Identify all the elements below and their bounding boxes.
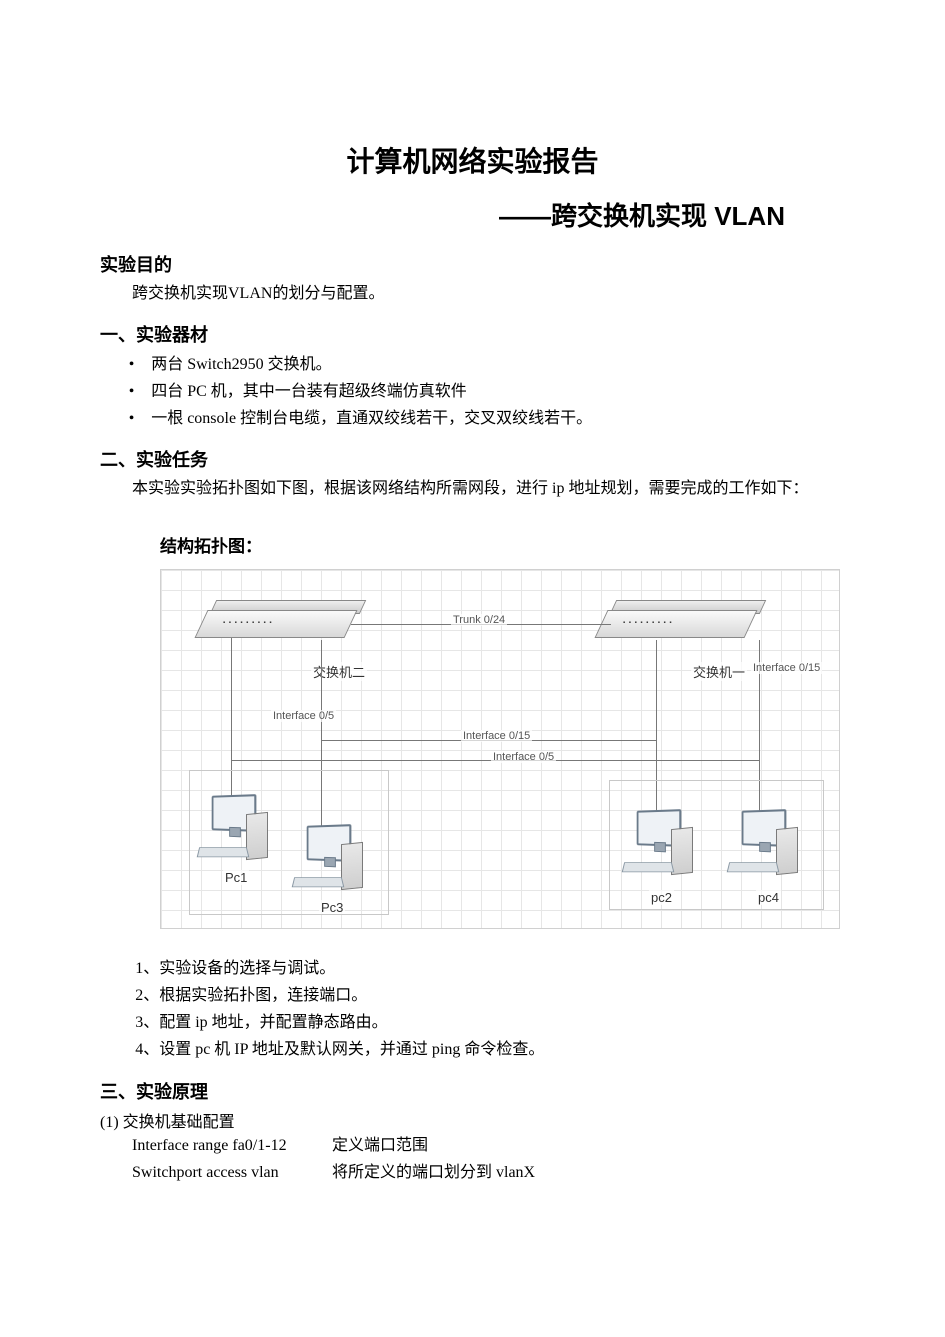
switch-1-label: 交换机一	[691, 662, 747, 681]
group-box	[609, 780, 824, 910]
switch-2-icon: ▪ ▪ ▪ ▪ ▪ ▪ ▪ ▪ ▪	[201, 600, 371, 650]
switch-2-label: 交换机二	[311, 662, 367, 681]
topology-diagram: ▪ ▪ ▪ ▪ ▪ ▪ ▪ ▪ ▪ ▪ ▪ ▪ ▪ ▪ ▪ ▪ ▪ ▪ 交换机二…	[160, 569, 840, 929]
equip-item: 一根 console 控制台电缆，直通双绞线若干，交叉双绞线若干。	[151, 405, 845, 432]
task-step: 4、设置 pc 机 IP 地址及默认网关，并通过 ping 命令检查。	[135, 1036, 845, 1063]
command-row: Switchport access vlan 将所定义的端口划分到 vlanX	[100, 1159, 845, 1186]
equip-item: 四台 PC 机，其中一台装有超级终端仿真软件	[151, 378, 845, 405]
command-text: Switchport access vlan	[132, 1159, 332, 1186]
task-step: 1、实验设备的选择与调试。	[135, 955, 845, 982]
trunk-label: Trunk 0/24	[451, 614, 507, 626]
doc-subtitle: ——跨交换机实现 VLAN	[100, 196, 845, 233]
task-step: 2、根据实验拓扑图，连接端口。	[135, 982, 845, 1009]
task-steps: 1、实验设备的选择与调试。 2、根据实验拓扑图，连接端口。 3、配置 ip 地址…	[100, 955, 845, 1064]
interface-label: Interface 0/5	[271, 710, 336, 722]
equip-item: 两台 Switch2950 交换机。	[151, 351, 845, 378]
command-text: Interface range fa0/1-12	[132, 1132, 332, 1159]
section-principle-sub: (1) 交换机基础配置	[100, 1108, 845, 1132]
topology-title: 结构拓扑图：	[160, 532, 845, 557]
command-desc: 定义端口范围	[332, 1132, 428, 1159]
section-principle-heading: 三、实验原理	[100, 1078, 845, 1104]
section-goal-heading: 实验目的	[100, 251, 845, 277]
task-step: 3、配置 ip 地址，并配置静态路由。	[135, 1009, 845, 1036]
section-goal-body: 跨交换机实现VLAN的划分与配置。	[100, 281, 845, 307]
interface-label: Interface 0/5	[491, 751, 556, 763]
doc-title: 计算机网络实验报告	[100, 140, 845, 180]
section-task-body: 本实验实验拓扑图如下图，根据该网络结构所需网段，进行 ip 地址规划，需要完成的…	[100, 476, 845, 502]
group-box	[189, 770, 389, 915]
command-row: Interface range fa0/1-12 定义端口范围	[100, 1132, 845, 1159]
command-desc: 将所定义的端口划分到 vlanX	[332, 1159, 535, 1186]
section-task-heading: 二、实验任务	[100, 446, 845, 472]
switch-1-icon: ▪ ▪ ▪ ▪ ▪ ▪ ▪ ▪ ▪	[601, 600, 771, 650]
equip-list: 两台 Switch2950 交换机。 四台 PC 机，其中一台装有超级终端仿真软…	[100, 351, 845, 433]
interface-label: Interface 0/15	[461, 730, 532, 742]
interface-label: Interface 0/15	[751, 662, 822, 674]
section-equip-heading: 一、实验器材	[100, 321, 845, 347]
